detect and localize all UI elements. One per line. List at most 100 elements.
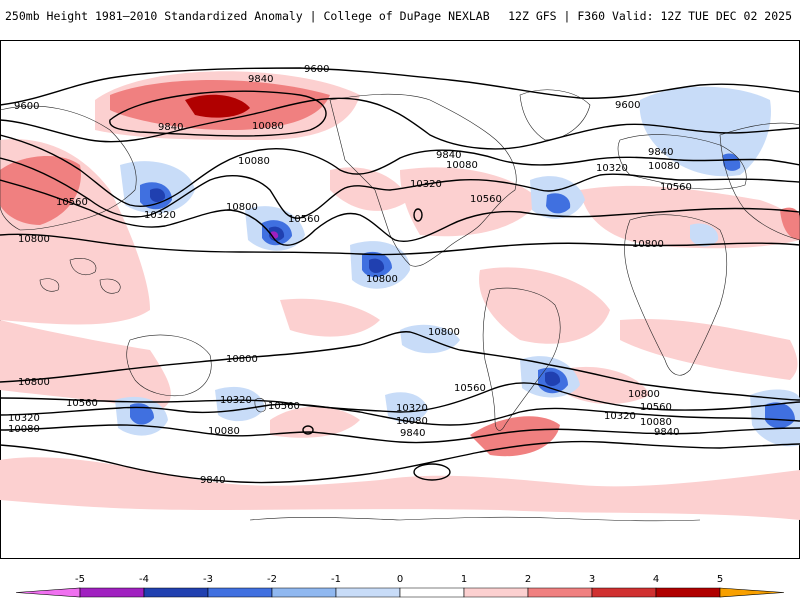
colorbar-tick-label: 0: [397, 574, 403, 585]
colorbar-tick-label: -4: [139, 574, 149, 585]
contour-9840-sh: [0, 440, 800, 484]
contour-10080: [0, 134, 800, 207]
contour-label-10800-sh-atlantic: 10800: [628, 389, 660, 400]
contour-label-9840-sh-indian: 9840: [654, 427, 679, 438]
south-america-outline: [482, 287, 561, 431]
contour-label-10560-sh-west: 10560: [66, 398, 98, 409]
contour-closed-us-low: [413, 208, 423, 222]
contour-label-10800-west: 10800: [18, 234, 50, 245]
strong-positive-anomaly: [185, 94, 250, 118]
contour-label-9600-north-pacific: 9600: [304, 64, 329, 75]
contour-label-10320-asia: 10320: [144, 210, 176, 221]
contour-label-10560-sh-pacific: 10560: [268, 401, 300, 412]
antarctica-outline: [249, 516, 701, 522]
colorbar-swatch: [207, 587, 273, 598]
contour-label-10800-equator: 10800: [428, 327, 460, 338]
run-valid-time: 12Z GFS | F360 Valid: 12Z TUE DEC 02 202…: [508, 9, 792, 23]
contour-label-10800-east-pacific: 10800: [366, 274, 398, 285]
contour-closed-low: [413, 463, 451, 481]
asia-outline: [0, 105, 137, 231]
colorbar-tick-label: 5: [717, 574, 723, 585]
positive-anomaly-area: [280, 298, 380, 337]
strong-negative-anomaly: [150, 188, 166, 203]
positive-anomaly-area: [780, 207, 800, 240]
positive-anomaly-area: [479, 267, 610, 344]
anomaly-map: 9600 9600 9600 9840 9840 9840 9840 10080…: [0, 40, 800, 559]
colorbar-tick-label: 4: [653, 574, 659, 585]
negative-anomaly-area: [385, 392, 428, 423]
asia-east-outline: [719, 122, 800, 241]
contour-label-10560-pacific: 10560: [288, 214, 320, 225]
contour-label-10320-atlantic: 10320: [596, 163, 628, 174]
colorbar-tick-label: 2: [525, 574, 531, 585]
contour-label-9840-canada: 9840: [436, 150, 461, 161]
colorbar-tick-label: -3: [203, 574, 213, 585]
contour-label-9600-atlantic: 9600: [615, 100, 640, 111]
contour-label-10560-sh-south-america: 10560: [640, 402, 672, 413]
colorbar-tick-label: 3: [589, 574, 595, 585]
colorbar-swatch: [79, 587, 145, 598]
contour-label-10800-south-pacific: 10800: [226, 354, 258, 365]
colorbar-tick-label: 1: [461, 574, 467, 585]
colorbar-swatch: [463, 587, 529, 598]
negative-anomaly-area: [765, 402, 795, 429]
height-contours: [0, 67, 800, 484]
contour-label-10320-sh-west: 10320: [8, 413, 40, 424]
positive-anomaly-area: [0, 320, 171, 410]
contour-label-10320-us: 10320: [410, 179, 442, 190]
strong-negative-anomaly: [369, 258, 385, 274]
negative-anomaly-area: [723, 153, 741, 171]
contour-label-9840-siberia: 9840: [248, 74, 273, 85]
africa-outline: [624, 214, 728, 376]
contour-label-10560-asia: 10560: [56, 197, 88, 208]
greenland-outline: [519, 89, 591, 141]
strong-negative-anomaly: [545, 371, 561, 387]
contour-label-9840-sh-pacific: 9840: [200, 475, 225, 486]
contour-label-10080-arctic: 10080: [252, 121, 284, 132]
colorbar: -5 -4 -3 -2 -1 0 1 2 3 4 5: [0, 570, 800, 600]
positive-anomaly-area: [580, 185, 800, 249]
colorbar-swatch: [15, 587, 81, 598]
contour-label-10320-sh-atlantic: 10320: [604, 411, 636, 422]
contour-9840: [0, 97, 800, 150]
contour-label-10800-africa: 10800: [632, 239, 664, 250]
contour-10800: [0, 233, 800, 256]
contour-9840-ring: [109, 90, 327, 137]
contour-label-10080-pacific: 10080: [238, 156, 270, 167]
positive-anomaly-area: [560, 366, 650, 405]
colorbar-swatch: [271, 587, 337, 598]
maritime-islands: [39, 258, 121, 294]
contour-label-9840-europe: 9840: [648, 147, 673, 158]
contour-label-10560-africa: 10560: [660, 182, 692, 193]
colorbar-swatch: [399, 587, 465, 598]
positive-anomaly-area: [270, 406, 360, 438]
positive-anomaly-area: [620, 319, 798, 380]
negative-anomaly-area: [215, 386, 265, 422]
colorbar-tick-label: -2: [267, 574, 277, 585]
map-title: 250mb Height 1981–2010 Standardized Anom…: [5, 9, 490, 23]
colorbar-swatch: [527, 587, 593, 598]
map-header: 250mb Height 1981–2010 Standardized Anom…: [0, 0, 800, 30]
contour-labels: 9600 9600 9600 9840 9840 9840 9840 10080…: [8, 64, 692, 486]
contour-10080-sh: [0, 424, 800, 444]
contour-10800-sh: [0, 331, 800, 401]
contour-label-9840-west: 9840: [158, 122, 183, 133]
contour-9600: [0, 67, 800, 106]
colorbar-swatch: [335, 587, 401, 598]
positive-anomaly-area: [400, 167, 540, 237]
contour-label-10080-sh-east-pacific: 10080: [396, 416, 428, 427]
colorbar-tick-label: -1: [331, 574, 341, 585]
contour-10320-sh: [0, 403, 800, 426]
north-america-outline: [329, 93, 517, 267]
contour-label-10800-sh-west: 10800: [18, 377, 50, 388]
contour-label-9840-sh-east-pacific: 9840: [400, 428, 425, 439]
colorbar-swatch: [655, 587, 721, 598]
contour-label-9600-west: 9600: [14, 101, 39, 112]
contour-label-10080-sh-indian: 10080: [640, 417, 672, 428]
contour-label-10560-us: 10560: [470, 194, 502, 205]
negative-anomaly-area: [546, 193, 571, 214]
contour-10320: [0, 157, 800, 219]
colorbar-swatch: [719, 587, 785, 598]
contour-closed-small-low: [302, 425, 314, 435]
positive-anomaly-area: [0, 457, 800, 520]
